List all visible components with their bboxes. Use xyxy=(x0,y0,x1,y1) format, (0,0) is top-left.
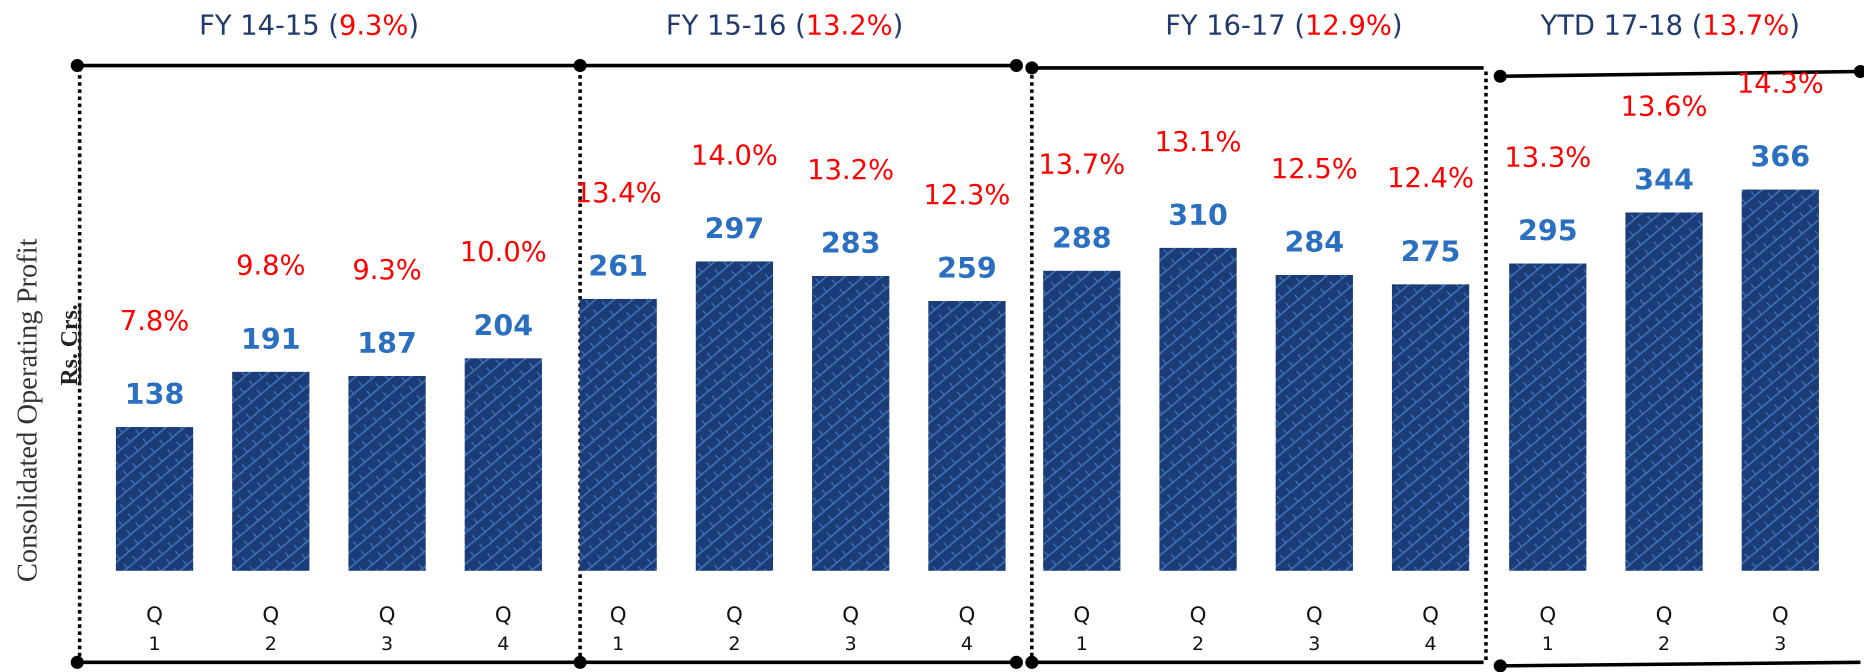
x-tick-label: Q xyxy=(379,603,396,628)
bar xyxy=(1043,270,1121,571)
bar xyxy=(1509,263,1587,571)
x-tick-label: Q xyxy=(842,603,859,628)
margin-label: 12.5% xyxy=(1271,154,1358,185)
group-title-part: 12.9% xyxy=(1305,10,1392,41)
x-tick-label: Q xyxy=(610,603,627,628)
y-axis-label: Consolidated Operating Profit xyxy=(12,238,43,582)
margin-label: 10.0% xyxy=(460,237,547,268)
x-tick-label: Q xyxy=(1073,603,1090,628)
x-tick-label: Q xyxy=(1306,603,1323,628)
value-label: 366 xyxy=(1751,141,1811,174)
group-title-part: FY 16-17 ( xyxy=(1165,10,1305,41)
x-tick-label: 3 xyxy=(1308,633,1320,655)
x-tick-label: Q xyxy=(726,603,743,628)
x-tick-label: 1 xyxy=(612,633,624,655)
bar xyxy=(1625,212,1703,571)
group-title-part: FY 14-15 ( xyxy=(199,10,339,41)
x-tick-label: 2 xyxy=(728,633,740,655)
group-title-part: YTD 17-18 ( xyxy=(1540,10,1703,41)
bar xyxy=(928,301,1006,571)
value-label: 284 xyxy=(1285,226,1345,259)
x-tick-label: Q xyxy=(959,603,976,628)
bar xyxy=(1275,274,1353,571)
x-tick-label: 4 xyxy=(497,633,509,655)
value-label: 275 xyxy=(1401,235,1461,268)
group-title: FY 16-17 (12.9%) xyxy=(1165,10,1402,41)
group-title-part: ) xyxy=(893,10,904,41)
bar xyxy=(464,358,542,571)
x-tick-label: Q xyxy=(1772,603,1789,628)
margin-label: 13.2% xyxy=(807,155,894,186)
group-title: FY 15-16 (13.2%) xyxy=(666,10,903,41)
x-tick-label: 4 xyxy=(1425,633,1437,655)
margin-label: 7.8% xyxy=(120,306,189,337)
x-tick-label: 2 xyxy=(265,633,277,655)
value-label: 259 xyxy=(937,252,997,285)
margin-label: 9.3% xyxy=(352,255,421,286)
x-tick-label: 3 xyxy=(845,633,857,655)
group-title-part: 13.2% xyxy=(806,10,893,41)
bar xyxy=(1741,189,1819,571)
margin-label: 13.1% xyxy=(1155,127,1242,158)
margin-label: 14.0% xyxy=(691,140,778,171)
group-title-part: ) xyxy=(408,10,419,41)
bar xyxy=(232,371,310,571)
group-title: FY 14-15 (9.3%) xyxy=(199,10,419,41)
x-tick-label: Q xyxy=(1190,603,1207,628)
value-label: 187 xyxy=(357,327,417,360)
value-label: 283 xyxy=(821,227,881,260)
y-axis-unit: Rs. Crs. xyxy=(57,304,83,385)
value-label: 288 xyxy=(1052,222,1112,255)
x-tick-label: 4 xyxy=(961,633,973,655)
frame xyxy=(70,59,1864,672)
value-label: 261 xyxy=(588,250,648,283)
x-tick-label: 2 xyxy=(1192,633,1204,655)
value-label: 295 xyxy=(1518,215,1578,248)
x-tick-label: 3 xyxy=(1774,633,1786,655)
x-tick-label: 3 xyxy=(381,633,393,655)
margin-label: 9.8% xyxy=(236,251,305,282)
bar xyxy=(695,261,774,571)
value-label: 138 xyxy=(125,378,185,411)
x-tick-label: Q xyxy=(495,603,512,628)
value-label: 191 xyxy=(241,323,301,356)
group-title-part: FY 15-16 ( xyxy=(666,10,806,41)
margin-label: 13.3% xyxy=(1504,142,1591,173)
bar xyxy=(579,298,657,571)
bar xyxy=(348,376,426,571)
bar xyxy=(812,276,890,571)
x-tick-label: 2 xyxy=(1658,633,1670,655)
group-title: YTD 17-18 (13.7%) xyxy=(1540,10,1800,41)
margin-label: 14.3% xyxy=(1737,68,1824,99)
bar xyxy=(1391,284,1470,571)
margin-label: 12.4% xyxy=(1387,163,1474,194)
x-tick-label: Q xyxy=(1422,603,1439,628)
x-tick-label: 1 xyxy=(148,633,160,655)
margin-label: 13.4% xyxy=(575,178,662,209)
x-tick-label: Q xyxy=(146,603,163,628)
value-label: 204 xyxy=(474,309,534,342)
value-label: 297 xyxy=(705,213,765,246)
x-tick-label: 1 xyxy=(1542,633,1554,655)
bar xyxy=(115,427,194,571)
x-tick-label: Q xyxy=(262,603,279,628)
x-tick-label: Q xyxy=(1539,603,1556,628)
x-tick-label: 1 xyxy=(1076,633,1088,655)
group-title-part: 13.7% xyxy=(1702,10,1789,41)
group-title-part: 9.3% xyxy=(339,10,408,41)
value-label: 344 xyxy=(1634,164,1694,197)
margin-label: 13.6% xyxy=(1621,91,1708,122)
bar xyxy=(1159,247,1237,571)
margin-label: 12.3% xyxy=(924,180,1011,211)
group-title-part: ) xyxy=(1789,10,1800,41)
margin-label: 13.7% xyxy=(1038,150,1125,181)
x-tick-label: Q xyxy=(1656,603,1673,628)
value-label: 310 xyxy=(1168,199,1228,232)
group-title-part: ) xyxy=(1392,10,1403,41)
